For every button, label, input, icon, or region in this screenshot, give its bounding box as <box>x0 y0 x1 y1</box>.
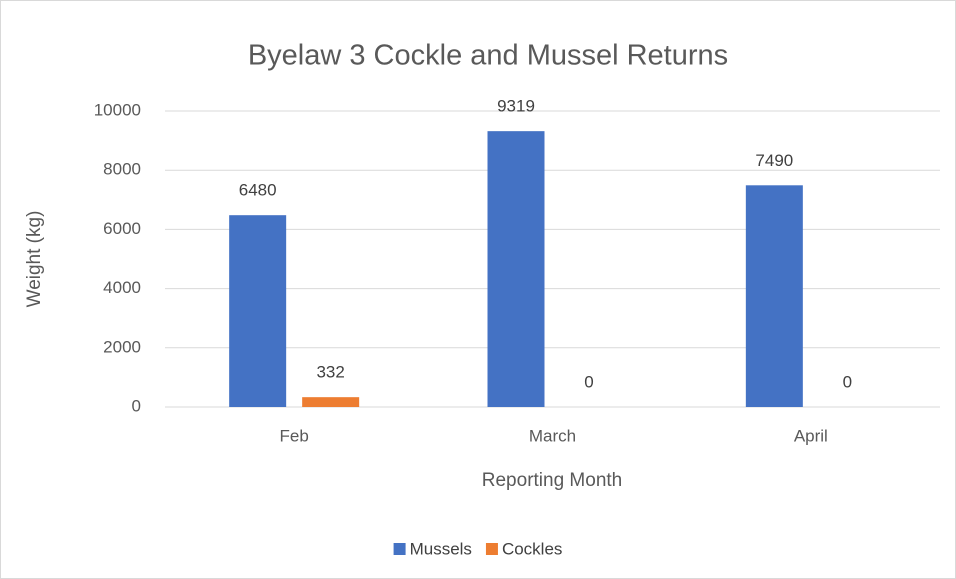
legend-label: Cockles <box>502 539 562 558</box>
bar <box>229 215 287 407</box>
y-axis-title: Weight (kg) <box>24 211 45 308</box>
data-label: 6480 <box>239 181 277 200</box>
y-tick-label: 10000 <box>94 100 141 119</box>
x-axis-title: Reporting Month <box>482 470 622 491</box>
x-tick-label: Feb <box>280 426 309 445</box>
y-tick-label: 2000 <box>103 337 141 356</box>
bar <box>302 397 360 407</box>
legend-label: Mussels <box>410 539 472 558</box>
x-tick-label: April <box>794 426 828 445</box>
bar <box>745 185 803 407</box>
chart-title: Byelaw 3 Cockle and Mussel Returns <box>248 40 728 72</box>
data-label: 7490 <box>755 151 793 170</box>
data-label: 332 <box>316 363 344 382</box>
data-label: 0 <box>584 372 593 391</box>
data-label: 0 <box>843 372 852 391</box>
y-tick-label: 0 <box>132 396 141 415</box>
data-label: 9319 <box>497 97 535 116</box>
y-tick-label: 4000 <box>103 278 141 297</box>
bar <box>487 131 545 407</box>
y-tick-label: 6000 <box>103 219 141 238</box>
legend-swatch <box>485 543 498 555</box>
x-tick-label: March <box>529 426 576 445</box>
legend-swatch <box>393 543 406 555</box>
y-tick-label: 8000 <box>103 160 141 179</box>
